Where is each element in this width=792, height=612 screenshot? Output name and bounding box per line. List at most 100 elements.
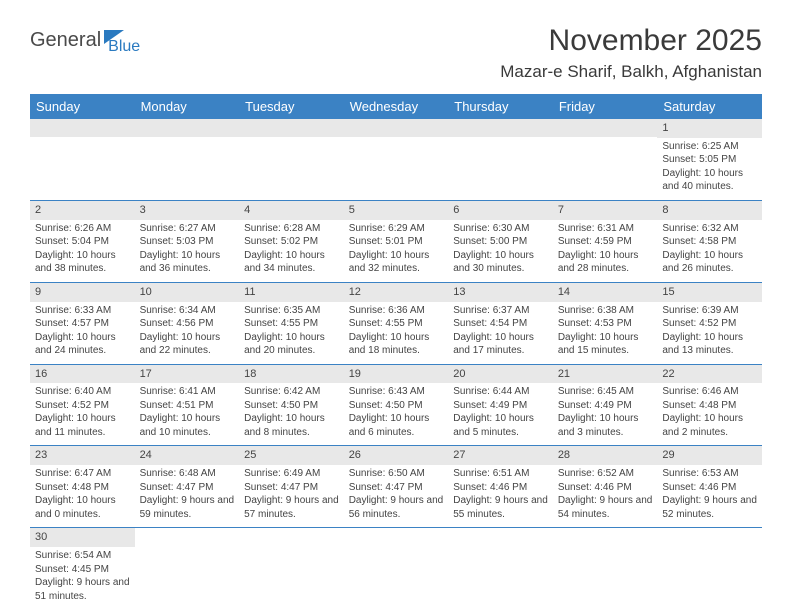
day-number: 24 [135, 446, 240, 465]
calendar-cell [448, 528, 553, 609]
day-number: 28 [553, 446, 658, 465]
day-details: Sunrise: 6:43 AMSunset: 4:50 PMDaylight:… [349, 385, 444, 439]
sunset-text: Sunset: 4:51 PM [140, 399, 235, 413]
sunrise-text: Sunrise: 6:48 AM [140, 467, 235, 481]
calendar-cell [657, 528, 762, 609]
sunset-text: Sunset: 4:47 PM [244, 481, 339, 495]
day-number: 30 [30, 528, 135, 547]
daylight-text: Daylight: 10 hours and 24 minutes. [35, 331, 130, 358]
sunrise-text: Sunrise: 6:51 AM [453, 467, 548, 481]
day-details: Sunrise: 6:52 AMSunset: 4:46 PMDaylight:… [558, 467, 653, 521]
daylight-text: Daylight: 10 hours and 6 minutes. [349, 412, 444, 439]
calendar-row: 30 Sunrise: 6:54 AMSunset: 4:45 PMDayligh… [30, 528, 762, 609]
daylight-text: Daylight: 10 hours and 15 minutes. [558, 331, 653, 358]
calendar-cell: 1 Sunrise: 6:25 AMSunset: 5:05 PMDaylight… [657, 119, 762, 200]
sunset-text: Sunset: 4:46 PM [453, 481, 548, 495]
day-details: Sunrise: 6:53 AMSunset: 4:46 PMDaylight:… [662, 467, 757, 521]
sunset-text: Sunset: 4:50 PM [349, 399, 444, 413]
day-number: 8 [657, 201, 762, 220]
day-details: Sunrise: 6:54 AMSunset: 4:45 PMDaylight:… [35, 549, 130, 603]
calendar-cell: 20Sunrise: 6:44 AMSunset: 4:49 PMDayligh… [448, 364, 553, 446]
daylight-text: Daylight: 10 hours and 18 minutes. [349, 331, 444, 358]
daylight-text: Daylight: 9 hours and 52 minutes. [662, 494, 757, 521]
day-details: Sunrise: 6:25 AMSunset: 5:05 PMDaylight:… [662, 140, 757, 194]
sunrise-text: Sunrise: 6:25 AM [662, 140, 757, 154]
calendar-cell [553, 528, 658, 609]
calendar-cell: 18Sunrise: 6:42 AMSunset: 4:50 PMDayligh… [239, 364, 344, 446]
sunrise-text: Sunrise: 6:33 AM [35, 304, 130, 318]
calendar-cell [135, 119, 240, 200]
sunset-text: Sunset: 4:55 PM [244, 317, 339, 331]
calendar-cell: 22Sunrise: 6:46 AMSunset: 4:48 PMDayligh… [657, 364, 762, 446]
day-number: 16 [30, 365, 135, 384]
calendar-cell: 7Sunrise: 6:31 AMSunset: 4:59 PMDaylight… [553, 200, 658, 282]
sunset-text: Sunset: 4:47 PM [349, 481, 444, 495]
sunset-text: Sunset: 4:50 PM [244, 399, 339, 413]
day-number: 14 [553, 283, 658, 302]
empty-day-header [553, 119, 658, 137]
calendar-cell: 10Sunrise: 6:34 AMSunset: 4:56 PMDayligh… [135, 282, 240, 364]
day-number: 9 [30, 283, 135, 302]
calendar-cell: 28 Sunrise: 6:52 AMSunset: 4:46 PMDayligh… [553, 446, 658, 528]
sunrise-text: Sunrise: 6:39 AM [662, 304, 757, 318]
sunrise-text: Sunrise: 6:29 AM [349, 222, 444, 236]
day-details: Sunrise: 6:32 AMSunset: 4:58 PMDaylight:… [662, 222, 757, 276]
sunrise-text: Sunrise: 6:31 AM [558, 222, 653, 236]
sunset-text: Sunset: 4:59 PM [558, 235, 653, 249]
day-details: Sunrise: 6:30 AMSunset: 5:00 PMDaylight:… [453, 222, 548, 276]
day-number: 17 [135, 365, 240, 384]
daylight-text: Daylight: 10 hours and 0 minutes. [35, 494, 130, 521]
day-details: Sunrise: 6:51 AMSunset: 4:46 PMDaylight:… [453, 467, 548, 521]
sunset-text: Sunset: 5:03 PM [140, 235, 235, 249]
sunset-text: Sunset: 5:04 PM [35, 235, 130, 249]
calendar-body: 1Sunrise: 6:25 AMSunset: 5:05 PMDaylight… [30, 119, 762, 609]
sunset-text: Sunset: 4:54 PM [453, 317, 548, 331]
calendar-cell [30, 119, 135, 200]
sunrise-text: Sunrise: 6:44 AM [453, 385, 548, 399]
calendar-row: 23Sunrise: 6:47 AMSunset: 4:48 PMDayligh… [30, 446, 762, 528]
daylight-text: Daylight: 10 hours and 36 minutes. [140, 249, 235, 276]
calendar-cell [448, 119, 553, 200]
sunrise-text: Sunrise: 6:40 AM [35, 385, 130, 399]
day-number: 1 [657, 119, 762, 138]
day-number: 23 [30, 446, 135, 465]
day-header: Wednesday [344, 94, 449, 119]
day-number: 3 [135, 201, 240, 220]
day-number: 12 [344, 283, 449, 302]
daylight-text: Daylight: 10 hours and 8 minutes. [244, 412, 339, 439]
day-number: 15 [657, 283, 762, 302]
month-title: November 2025 [500, 24, 762, 58]
calendar-row: 1 Sunrise: 6:25 AMSunset: 5:05 PMDaylight… [30, 119, 762, 200]
day-number: 10 [135, 283, 240, 302]
day-details: Sunrise: 6:45 AMSunset: 4:49 PMDaylight:… [558, 385, 653, 439]
day-details: Sunrise: 6:36 AMSunset: 4:55 PMDaylight:… [349, 304, 444, 358]
day-header: Tuesday [239, 94, 344, 119]
sunrise-text: Sunrise: 6:50 AM [349, 467, 444, 481]
day-number: 25 [239, 446, 344, 465]
day-details: Sunrise: 6:33 AMSunset: 4:57 PMDaylight:… [35, 304, 130, 358]
day-number: 22 [657, 365, 762, 384]
day-details: Sunrise: 6:38 AMSunset: 4:53 PMDaylight:… [558, 304, 653, 358]
calendar-cell: 13Sunrise: 6:37 AMSunset: 4:54 PMDayligh… [448, 282, 553, 364]
sunrise-text: Sunrise: 6:32 AM [662, 222, 757, 236]
sunrise-text: Sunrise: 6:49 AM [244, 467, 339, 481]
sunset-text: Sunset: 4:49 PM [453, 399, 548, 413]
empty-day-header [344, 119, 449, 137]
empty-day-header [135, 119, 240, 137]
sunrise-text: Sunrise: 6:53 AM [662, 467, 757, 481]
sunset-text: Sunset: 4:57 PM [35, 317, 130, 331]
calendar-cell: 16Sunrise: 6:40 AMSunset: 4:52 PMDayligh… [30, 364, 135, 446]
day-header: Friday [553, 94, 658, 119]
daylight-text: Daylight: 10 hours and 34 minutes. [244, 249, 339, 276]
day-number: 27 [448, 446, 553, 465]
empty-day-header [448, 119, 553, 137]
daylight-text: Daylight: 10 hours and 28 minutes. [558, 249, 653, 276]
calendar-cell: 30 Sunrise: 6:54 AMSunset: 4:45 PMDayligh… [30, 528, 135, 609]
sunset-text: Sunset: 5:01 PM [349, 235, 444, 249]
logo-text-general: General [30, 29, 101, 52]
sunset-text: Sunset: 4:45 PM [35, 563, 130, 577]
calendar-cell: 15Sunrise: 6:39 AMSunset: 4:52 PMDayligh… [657, 282, 762, 364]
sunset-text: Sunset: 5:05 PM [662, 153, 757, 167]
daylight-text: Daylight: 10 hours and 3 minutes. [558, 412, 653, 439]
daylight-text: Daylight: 10 hours and 2 minutes. [662, 412, 757, 439]
